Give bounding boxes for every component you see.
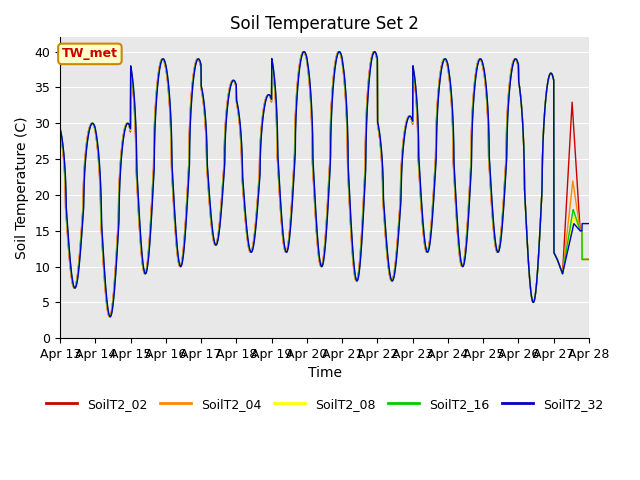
Line: SoilT2_04: SoilT2_04 xyxy=(60,52,589,317)
SoilT2_16 xyxy=(539,147,547,153)
SoilT2_16 xyxy=(554,257,561,263)
SoilT2_04 xyxy=(204,178,212,183)
SoilT2_32 xyxy=(479,60,486,65)
Y-axis label: Soil Temperature (C): Soil Temperature (C) xyxy=(15,117,29,259)
Line: SoilT2_02: SoilT2_02 xyxy=(60,52,589,317)
SoilT2_04 xyxy=(56,128,64,133)
SoilT2_32 xyxy=(539,147,547,153)
SoilT2_02 xyxy=(351,276,359,282)
SoilT2_08 xyxy=(300,49,308,55)
SoilT2_04 xyxy=(352,276,360,282)
SoilT2_16 xyxy=(106,314,114,320)
SoilT2_04 xyxy=(300,49,307,55)
Legend: SoilT2_02, SoilT2_04, SoilT2_08, SoilT2_16, SoilT2_32: SoilT2_02, SoilT2_04, SoilT2_08, SoilT2_… xyxy=(40,393,609,416)
SoilT2_02 xyxy=(554,257,561,263)
SoilT2_16 xyxy=(371,49,378,55)
SoilT2_02 xyxy=(204,180,212,186)
SoilT2_16 xyxy=(204,172,212,178)
SoilT2_02 xyxy=(370,49,378,55)
Title: Soil Temperature Set 2: Soil Temperature Set 2 xyxy=(230,15,419,33)
SoilT2_08 xyxy=(352,276,360,282)
SoilT2_04 xyxy=(106,314,113,320)
SoilT2_02 xyxy=(539,147,547,153)
SoilT2_16 xyxy=(479,60,486,66)
SoilT2_32 xyxy=(204,170,212,176)
Line: SoilT2_08: SoilT2_08 xyxy=(60,52,589,317)
SoilT2_16 xyxy=(340,69,348,74)
SoilT2_02 xyxy=(479,62,486,68)
SoilT2_04 xyxy=(340,74,348,80)
SoilT2_04 xyxy=(539,147,547,153)
SoilT2_32 xyxy=(352,274,360,280)
SoilT2_08 xyxy=(554,257,561,263)
SoilT2_16 xyxy=(56,126,64,132)
SoilT2_02 xyxy=(56,129,64,134)
SoilT2_32 xyxy=(106,314,114,320)
SoilT2_32 xyxy=(300,49,308,55)
SoilT2_32 xyxy=(340,69,348,75)
SoilT2_08 xyxy=(56,127,64,133)
X-axis label: Time: Time xyxy=(308,367,342,381)
SoilT2_04 xyxy=(554,257,561,263)
SoilT2_32 xyxy=(554,257,561,263)
SoilT2_08 xyxy=(479,60,486,66)
SoilT2_04 xyxy=(479,61,486,67)
SoilT2_08 xyxy=(340,72,348,78)
SoilT2_02 xyxy=(585,256,593,262)
SoilT2_08 xyxy=(585,256,593,262)
Line: SoilT2_32: SoilT2_32 xyxy=(60,52,589,317)
SoilT2_32 xyxy=(585,221,593,227)
SoilT2_02 xyxy=(340,74,348,80)
SoilT2_08 xyxy=(106,314,114,320)
Line: SoilT2_16: SoilT2_16 xyxy=(60,52,589,317)
SoilT2_02 xyxy=(106,314,113,320)
SoilT2_08 xyxy=(204,175,212,181)
SoilT2_32 xyxy=(56,126,64,132)
SoilT2_16 xyxy=(351,274,359,280)
SoilT2_04 xyxy=(585,256,593,262)
Text: TW_met: TW_met xyxy=(62,48,118,60)
SoilT2_16 xyxy=(585,256,593,262)
SoilT2_08 xyxy=(539,147,547,153)
